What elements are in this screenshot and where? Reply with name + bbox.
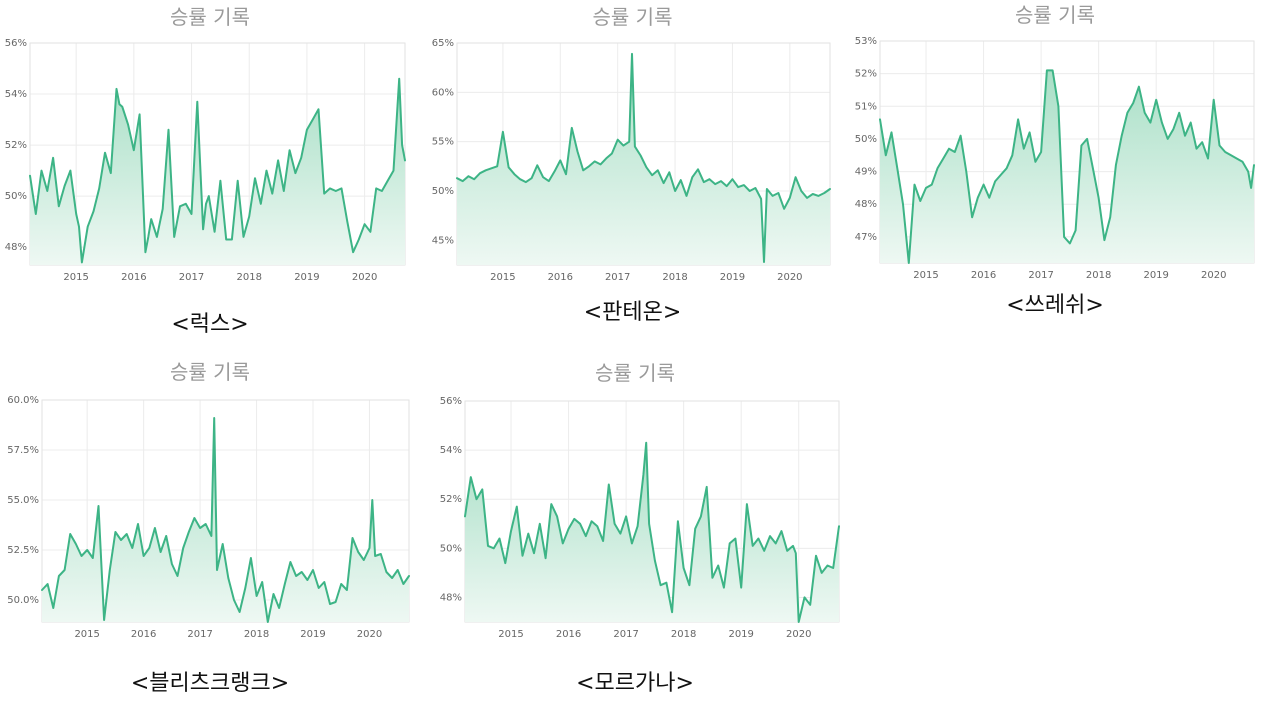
x-tick-label: 2017 (1028, 270, 1053, 281)
x-tick-label: 2020 (352, 272, 377, 283)
x-tick-label: 2020 (777, 272, 802, 283)
y-tick-label: 60% (432, 87, 454, 98)
chart-panel-5: 승률 기록 48% 50% 52% 54% 56% 2015 2016 2017 2018 201… (425, 355, 845, 710)
x-tick-label: 2016 (971, 270, 996, 281)
x-tick-label: 2019 (720, 272, 745, 283)
x-tick-label: 2019 (300, 629, 325, 640)
chart-title: 승률 기록 (595, 361, 675, 385)
x-tick-label: 2018 (662, 272, 687, 283)
series-area (42, 418, 409, 622)
x-tick-label: 2015 (74, 629, 99, 640)
x-tick-label: 2015 (913, 270, 938, 281)
y-tick-label: 53% (855, 36, 877, 47)
y-tick-label: 45% (432, 235, 454, 246)
series-line (41, 417, 410, 623)
y-tick-label: 51% (855, 101, 877, 112)
x-tick-label: 2020 (786, 629, 811, 640)
y-tick-label: 48% (440, 592, 462, 603)
y-tick-label: 60.0% (7, 395, 39, 406)
x-tick-label: 2016 (556, 629, 581, 640)
chart-title: 승률 기록 (592, 5, 673, 29)
series-area (457, 53, 830, 266)
series-line (29, 77, 406, 264)
y-tick-label: 52% (855, 69, 877, 80)
y-tick-label: 52% (440, 494, 462, 505)
chart-title: 승률 기록 (170, 5, 250, 29)
chart-3-svg: 47% 48% 49% 50% 51% 52% 53% 2015 2016 2017 2018 201… (855, 36, 1255, 281)
series-line (456, 52, 831, 263)
series-area (30, 78, 405, 265)
chart-caption: <판테온> (583, 300, 682, 325)
x-tick-label: 2019 (294, 272, 319, 283)
y-tick-label: 56% (440, 396, 462, 407)
y-tick-label: 55% (432, 137, 454, 148)
x-tick-label: 2017 (187, 629, 212, 640)
x-tick-label: 2015 (498, 629, 523, 640)
chart-5-svg: 48% 50% 52% 54% 56% 2015 2016 2017 2018 2019 2020 (440, 396, 840, 640)
x-tick-label: 2019 (1143, 270, 1168, 281)
y-tick-label: 57.5% (7, 445, 39, 456)
y-tick-label: 47% (855, 232, 877, 243)
x-tick-label: 2016 (131, 629, 156, 640)
x-tick-label: 2017 (605, 272, 630, 283)
series-area (880, 70, 1254, 264)
series-line (879, 69, 1255, 264)
chart-panel-3: 승률 기록 47% 48% 49% 50% 51% 52% 53% 2015 2016 2017 2… (850, 0, 1260, 350)
x-tick-label: 2015 (490, 272, 515, 283)
chart-panel-1: 승률 기록 48% 50% 52% 54% 56% 2015 2016 2017 2018 201… (0, 0, 420, 350)
y-tick-label: 50% (432, 186, 454, 197)
chart-title: 승률 기록 (1015, 3, 1095, 27)
chart-panel-4: 승률 기록 50.0% 52.5% 55.0% 57.5% 60.0% 2015 2016 2… (0, 355, 420, 710)
x-tick-label: 2018 (237, 272, 262, 283)
y-tick-label: 54% (440, 445, 462, 456)
y-tick-label: 56% (5, 38, 27, 49)
y-tick-label: 49% (855, 167, 877, 178)
series-line (464, 441, 840, 623)
chart-caption: <럭스> (171, 312, 249, 337)
x-tick-label: 2017 (613, 629, 638, 640)
x-tick-label: 2016 (548, 272, 573, 283)
y-tick-label: 48% (5, 242, 27, 253)
y-tick-label: 54% (5, 89, 27, 100)
y-tick-label: 50% (5, 191, 27, 202)
x-tick-label: 2018 (671, 629, 696, 640)
x-tick-label: 2018 (244, 629, 269, 640)
chart-caption: <블리츠크랭크> (130, 671, 290, 696)
y-tick-label: 55.0% (7, 495, 39, 506)
y-tick-label: 52.5% (7, 545, 39, 556)
y-tick-label: 65% (432, 38, 454, 49)
chart-panel-2: 승률 기록 45% 50% 55% 60% 65% 2015 2016 2017 2018 201… (425, 0, 840, 350)
chart-caption: <모르가나> (576, 671, 694, 696)
y-tick-label: 50% (440, 543, 462, 554)
x-tick-label: 2018 (1086, 270, 1111, 281)
y-tick-label: 50.0% (7, 595, 39, 606)
x-tick-label: 2020 (357, 629, 382, 640)
chart-4-svg: 50.0% 52.5% 55.0% 57.5% 60.0% 2015 2016 2017 201… (7, 395, 410, 640)
chart-title: 승률 기록 (170, 360, 250, 384)
x-tick-label: 2016 (121, 272, 146, 283)
x-tick-label: 2020 (1201, 270, 1226, 281)
chart-2-svg: 45% 50% 55% 60% 65% 2015 2016 2017 2018 2019 2020 (432, 38, 831, 283)
chart-1-svg: 48% 50% 52% 54% 56% 2015 2016 2017 2018 2019 2020 (5, 38, 406, 283)
y-tick-label: 48% (855, 199, 877, 210)
series-area (465, 442, 839, 622)
x-tick-label: 2019 (728, 629, 753, 640)
x-tick-label: 2017 (179, 272, 204, 283)
chart-caption: <쓰레쉬> (1006, 293, 1104, 318)
y-tick-label: 52% (5, 140, 27, 151)
y-tick-label: 50% (855, 134, 877, 145)
x-tick-label: 2015 (63, 272, 88, 283)
